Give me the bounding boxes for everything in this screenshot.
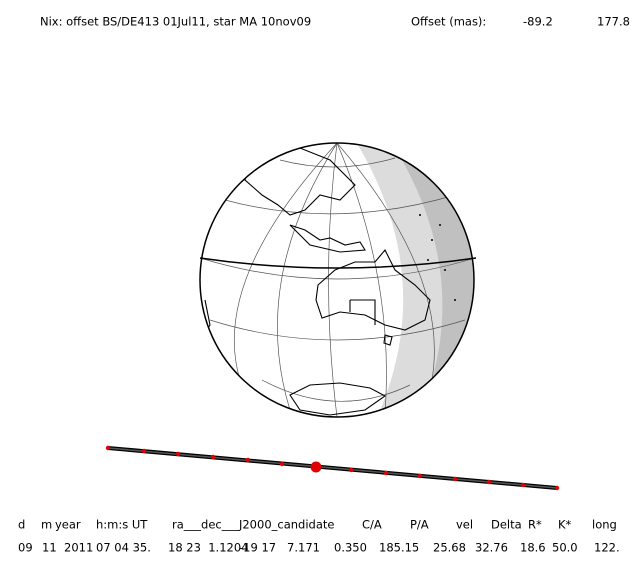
cell-value: 25.68 [433, 541, 466, 555]
cell-value: 50.0 [552, 541, 578, 555]
info-table: d m year h:m:s UT ra___dec___J2000_candidate… [18, 518, 620, 555]
column-header: ra___dec___J2000_candidate [172, 518, 334, 532]
cell-value: 2011 [64, 541, 93, 555]
shadow-track [105, 445, 560, 491]
column-header: P/A [410, 518, 429, 532]
column-header: year [55, 518, 81, 532]
cell-value: 11 [42, 541, 57, 555]
offset-label: Offset (mas): [411, 15, 486, 29]
column-header: R* [528, 518, 542, 532]
column-header: K* [558, 518, 572, 532]
column-header: d [18, 518, 25, 532]
cell-value: 18 23 1.1204 [168, 541, 248, 555]
column-header: C/A [362, 518, 382, 532]
column-header: vel [456, 518, 473, 532]
offset-value: 177.8 [597, 15, 630, 29]
cell-value: 122. [594, 541, 620, 555]
title: Nix: offset BS/DE413 01Jul11, star MA 10… [40, 15, 311, 29]
column-header: m [41, 518, 52, 532]
cell-value: 185.15 [379, 541, 419, 555]
column-header: Delta [491, 518, 522, 532]
cell-value: 0.350 [334, 541, 367, 555]
cell-value: 32.76 [475, 541, 508, 555]
column-header: h:m:s UT [96, 518, 148, 532]
column-header: long [592, 518, 617, 532]
cell-value: -19 17 7.171 [239, 541, 320, 555]
cell-value: 07 04 35. [96, 541, 151, 555]
cell-value: 09 [18, 541, 33, 555]
cell-value: 18.6 [520, 541, 546, 555]
offset-value: -89.2 [523, 15, 553, 29]
